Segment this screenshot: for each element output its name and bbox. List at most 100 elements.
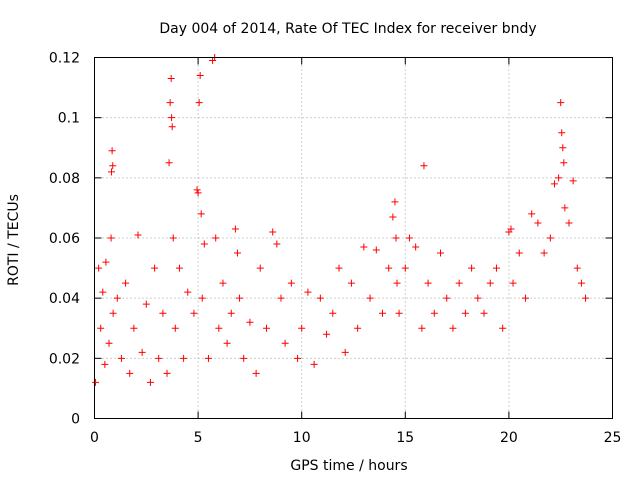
data-point xyxy=(287,279,295,287)
data-point xyxy=(126,369,134,377)
data-point xyxy=(107,168,115,176)
data-point xyxy=(134,231,142,239)
data-points xyxy=(92,54,590,386)
data-point xyxy=(196,72,204,80)
data-point xyxy=(190,309,198,317)
data-point xyxy=(169,234,177,242)
data-point xyxy=(240,354,248,362)
data-point xyxy=(561,204,569,212)
data-point xyxy=(582,294,590,302)
data-point xyxy=(304,288,312,296)
axis-ticks xyxy=(94,57,613,419)
data-point xyxy=(138,348,146,356)
data-point xyxy=(546,234,554,242)
data-point xyxy=(569,177,577,185)
data-point xyxy=(99,288,107,296)
data-point xyxy=(294,354,302,362)
data-point xyxy=(385,264,393,272)
data-point xyxy=(521,294,529,302)
data-point xyxy=(102,258,110,266)
data-point xyxy=(180,354,188,362)
data-point xyxy=(515,249,523,257)
data-point xyxy=(165,159,173,167)
data-point xyxy=(558,129,566,137)
y-axis-label: ROTI / TECUs xyxy=(6,194,22,286)
data-point xyxy=(424,279,432,287)
data-point xyxy=(142,300,150,308)
y-tick-label: 0.12 xyxy=(49,51,80,67)
data-point xyxy=(227,309,235,317)
data-point xyxy=(168,123,176,131)
x-tick-label: 25 xyxy=(604,430,622,446)
data-point xyxy=(277,294,285,302)
data-point xyxy=(540,249,548,257)
data-point xyxy=(197,210,205,218)
data-point xyxy=(256,264,264,272)
data-point xyxy=(113,294,121,302)
data-point xyxy=(389,213,397,221)
data-point xyxy=(273,240,281,248)
data-point xyxy=(557,99,565,107)
data-point xyxy=(366,294,374,302)
data-point xyxy=(468,264,476,272)
data-point xyxy=(486,279,494,287)
x-tick-label: 20 xyxy=(500,430,518,446)
data-point xyxy=(360,243,368,251)
data-point xyxy=(130,324,138,332)
data-point xyxy=(105,339,113,347)
data-point xyxy=(246,318,254,326)
data-point xyxy=(449,324,457,332)
data-point xyxy=(372,246,380,254)
data-point xyxy=(101,360,109,368)
y-tick-label: 0 xyxy=(71,412,80,428)
data-point xyxy=(109,309,117,317)
x-tick-label: 0 xyxy=(90,430,99,446)
data-point xyxy=(107,234,115,242)
data-point xyxy=(437,249,445,257)
data-point xyxy=(395,309,403,317)
grid-lines xyxy=(94,57,613,419)
y-tick-label: 0.06 xyxy=(49,231,80,247)
data-point xyxy=(329,309,337,317)
data-point xyxy=(461,309,469,317)
data-point xyxy=(151,264,159,272)
data-point xyxy=(223,339,231,347)
y-tick-label: 0.1 xyxy=(58,111,80,127)
data-point xyxy=(430,309,438,317)
data-point xyxy=(97,324,105,332)
data-point xyxy=(167,75,175,83)
data-point xyxy=(233,249,241,257)
data-point xyxy=(393,279,401,287)
chart-title: Day 004 of 2014, Rate Of TEC Index for r… xyxy=(159,21,536,37)
data-point xyxy=(108,147,116,155)
x-tick-labels: 0 5 10 15 20 25 xyxy=(90,430,621,446)
data-point xyxy=(215,324,223,332)
x-tick-label: 10 xyxy=(293,430,311,446)
data-point xyxy=(155,354,163,362)
data-point xyxy=(219,279,227,287)
x-tick-label: 15 xyxy=(396,430,414,446)
data-point xyxy=(262,324,270,332)
data-point xyxy=(480,309,488,317)
data-point xyxy=(443,294,451,302)
data-point xyxy=(171,324,179,332)
data-point xyxy=(159,309,167,317)
x-tick-label: 5 xyxy=(194,430,203,446)
x-axis-label: GPS time / hours xyxy=(290,458,407,474)
data-point xyxy=(455,279,463,287)
data-point xyxy=(412,243,420,251)
data-point xyxy=(550,180,558,188)
data-point xyxy=(184,288,192,296)
data-point xyxy=(401,264,409,272)
data-point xyxy=(507,225,515,233)
data-point xyxy=(175,264,183,272)
data-point xyxy=(577,279,585,287)
data-point xyxy=(204,354,212,362)
y-tick-label: 0.08 xyxy=(49,171,80,187)
data-point xyxy=(354,324,362,332)
data-point xyxy=(420,162,428,170)
data-point xyxy=(163,369,171,377)
data-point xyxy=(252,369,260,377)
y-tick-label: 0.04 xyxy=(49,291,80,307)
data-point xyxy=(195,99,203,107)
